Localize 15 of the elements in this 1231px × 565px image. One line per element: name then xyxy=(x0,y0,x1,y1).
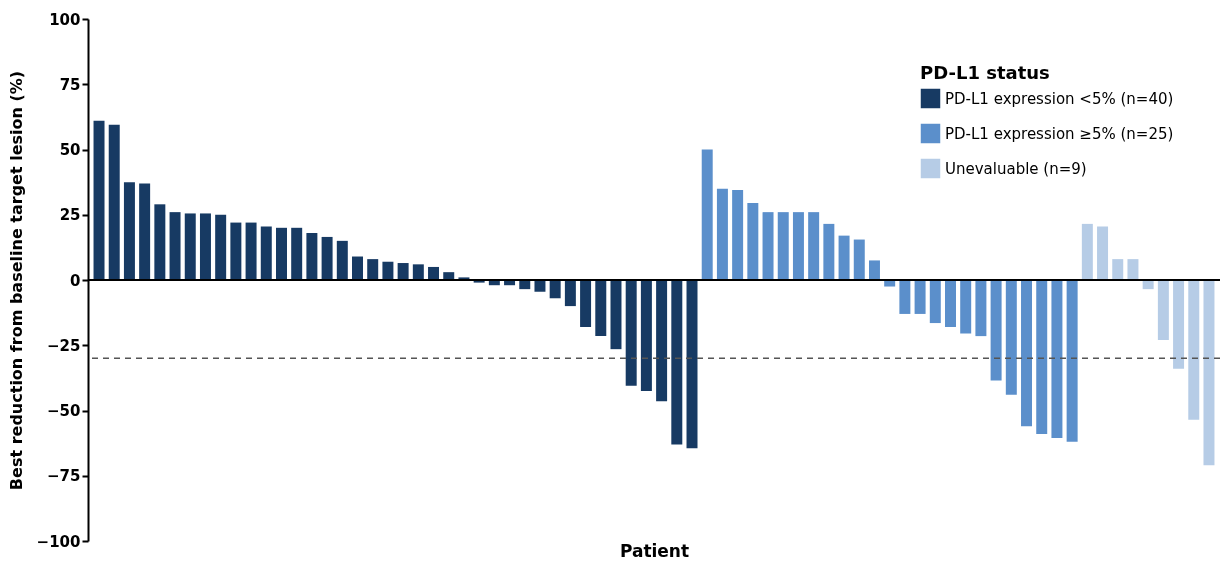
y-axis-title: Best reduction from baseline target lesion (%) xyxy=(6,70,26,491)
y-tick-label: 25 xyxy=(59,206,81,225)
legend-label: Unevaluable (n=9) xyxy=(945,159,1087,178)
y-tick-label: −50 xyxy=(47,402,81,420)
y-tick-label: −25 xyxy=(47,336,81,355)
x-axis-title: Patient xyxy=(619,540,690,561)
legend-label: PD-L1 expression <5% (n=40) xyxy=(945,89,1174,108)
y-tick-label: −100 xyxy=(36,532,81,551)
y-tick-label: 0 xyxy=(70,271,81,290)
y-tick-label: 75 xyxy=(59,75,81,94)
y-tick-label: 50 xyxy=(59,141,81,159)
y-tick-label: −75 xyxy=(47,467,81,486)
y-tick-label: 100 xyxy=(49,10,81,29)
legend-title: PD-L1 status xyxy=(920,62,1050,83)
legend-label: PD-L1 expression ≥5% (n=25) xyxy=(945,124,1174,143)
